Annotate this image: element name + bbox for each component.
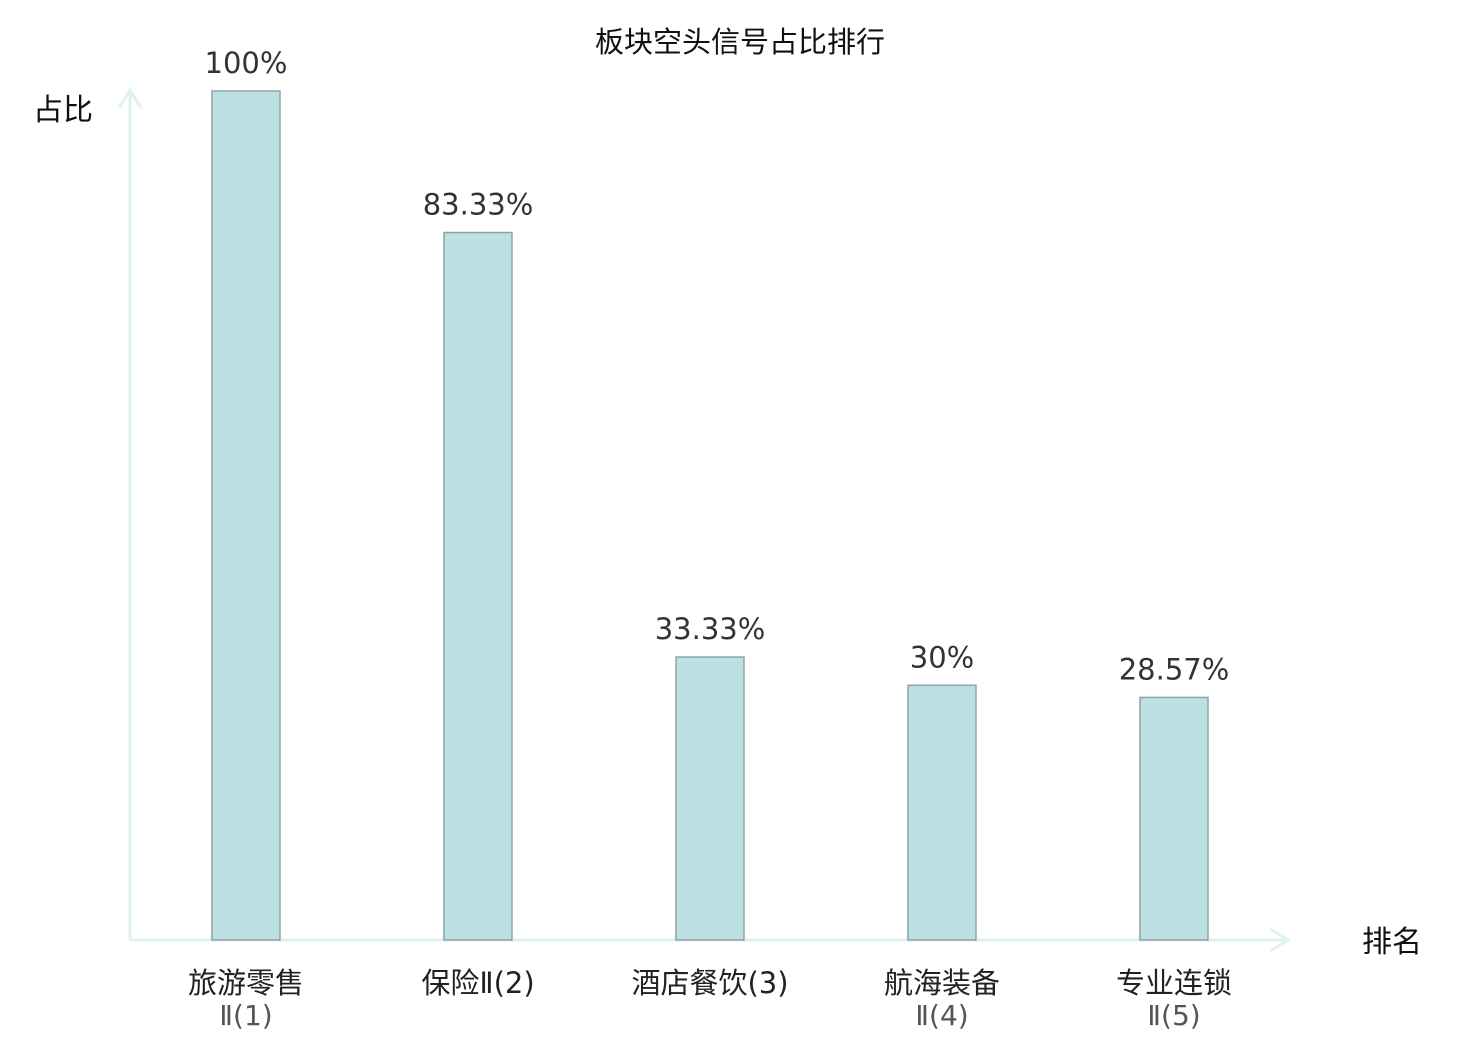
- bar-2: [443, 231, 513, 941]
- bar-5: [1139, 696, 1209, 941]
- bar-3: [675, 656, 745, 941]
- value-label-1: 100%: [205, 46, 288, 80]
- y-axis: [117, 87, 143, 940]
- category-label-5-line-2: Ⅱ(5): [1147, 999, 1200, 1032]
- value-labels-group: 100% 83.33% 33.33% 30% 28.57%: [205, 46, 1230, 686]
- category-label-5: 专业连锁: [1116, 966, 1232, 1000]
- x-axis-arrow: [1269, 927, 1291, 953]
- y-axis-arrow: [117, 87, 143, 109]
- value-label-4: 30%: [910, 640, 974, 674]
- bar-4: [907, 684, 977, 941]
- y-axis-label: 占比: [33, 93, 93, 128]
- category-label-1: 旅游零售: [188, 966, 304, 1000]
- x-axis-label: 排名: [1362, 925, 1422, 960]
- category-label-2: 保险Ⅱ(2): [421, 966, 534, 1000]
- bar-1: [211, 90, 281, 941]
- value-label-5: 28.57%: [1119, 652, 1230, 686]
- category-label-3: 酒店餐饮(3): [631, 966, 788, 1000]
- category-label-4: 航海装备: [884, 966, 1000, 1000]
- value-label-2: 83.33%: [423, 188, 534, 222]
- value-label-3: 33.33%: [655, 612, 766, 646]
- category-label-1-line-2: Ⅱ(1): [219, 999, 272, 1032]
- category-label-4-line-2: Ⅱ(4): [915, 999, 968, 1032]
- bars-group: [211, 90, 1209, 941]
- chart-title: 板块空头信号占比排行: [595, 25, 885, 59]
